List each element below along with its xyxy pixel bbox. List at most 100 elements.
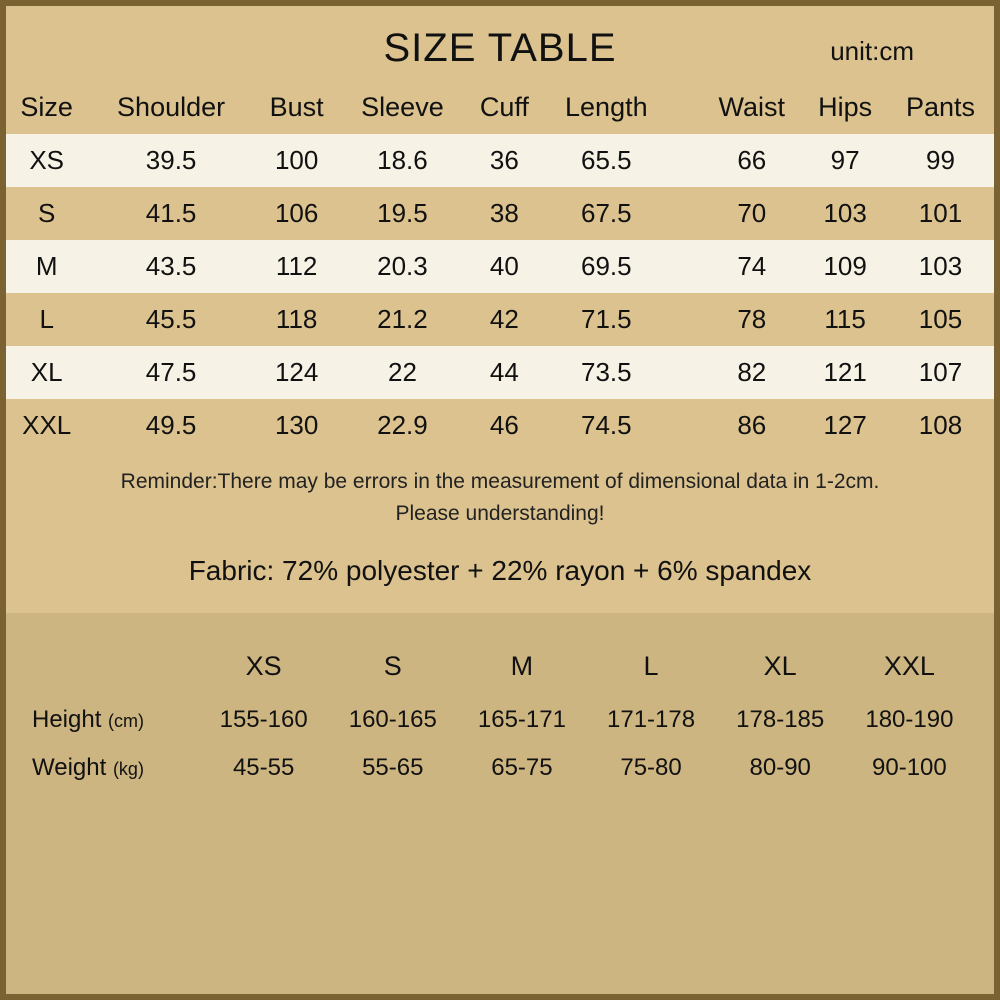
col-cuff: Cuff <box>466 81 542 134</box>
weight-value: 75-80 <box>586 744 715 792</box>
cell: 106 <box>255 187 339 240</box>
col-waist: Waist <box>700 81 803 134</box>
cell-spacer <box>670 346 700 399</box>
col-pants: Pants <box>887 81 994 134</box>
hw-size: L <box>586 641 715 696</box>
cell: 121 <box>803 346 887 399</box>
title-area: SIZE TABLE unit:cm <box>6 6 994 81</box>
cell: 100 <box>255 134 339 187</box>
size-table-header-row: Size Shoulder Bust Sleeve Cuff Length Wa… <box>6 81 994 134</box>
cell: 36 <box>466 134 542 187</box>
height-value: 155-160 <box>199 696 328 744</box>
cell: 97 <box>803 134 887 187</box>
cell-spacer <box>670 399 700 452</box>
table-row: L 45.5 118 21.2 42 71.5 78 115 105 <box>6 293 994 346</box>
cell: 65.5 <box>542 134 670 187</box>
height-value: 160-165 <box>328 696 457 744</box>
cell: 44 <box>466 346 542 399</box>
height-weight-section: XS S M L XL XXL Height (cm) 155-160 160-… <box>6 613 994 994</box>
cell: 49.5 <box>87 399 254 452</box>
cell: 99 <box>887 134 994 187</box>
cell: 124 <box>255 346 339 399</box>
cell-spacer <box>670 240 700 293</box>
cell: 112 <box>255 240 339 293</box>
cell: 47.5 <box>87 346 254 399</box>
weight-value: 55-65 <box>328 744 457 792</box>
col-bust: Bust <box>255 81 339 134</box>
col-hips: Hips <box>803 81 887 134</box>
cell-spacer <box>670 293 700 346</box>
cell: 21.2 <box>339 293 467 346</box>
cell-spacer <box>670 134 700 187</box>
cell: 38 <box>466 187 542 240</box>
cell: 18.6 <box>339 134 467 187</box>
cell: 69.5 <box>542 240 670 293</box>
cell: 71.5 <box>542 293 670 346</box>
table-row: XL 47.5 124 22 44 73.5 82 121 107 <box>6 346 994 399</box>
cell: XS <box>6 134 87 187</box>
height-value: 171-178 <box>586 696 715 744</box>
weight-value: 80-90 <box>716 744 845 792</box>
cell: 46 <box>466 399 542 452</box>
cell-spacer <box>670 187 700 240</box>
size-table: Size Shoulder Bust Sleeve Cuff Length Wa… <box>6 81 994 452</box>
reminder-line-2: Please understanding! <box>396 502 605 525</box>
cell: 40 <box>466 240 542 293</box>
col-size: Size <box>6 81 87 134</box>
cell: 41.5 <box>87 187 254 240</box>
cell: 103 <box>803 187 887 240</box>
hw-size: XXL <box>845 641 974 696</box>
cell: 19.5 <box>339 187 467 240</box>
weight-value: 65-75 <box>457 744 586 792</box>
cell: 43.5 <box>87 240 254 293</box>
cell: 127 <box>803 399 887 452</box>
cell: XXL <box>6 399 87 452</box>
hw-size: XS <box>199 641 328 696</box>
hw-header-row: XS S M L XL XXL <box>26 641 974 696</box>
size-table-body: XS 39.5 100 18.6 36 65.5 66 97 99 S 41.5… <box>6 134 994 452</box>
cell: 74.5 <box>542 399 670 452</box>
table-row: M 43.5 112 20.3 40 69.5 74 109 103 <box>6 240 994 293</box>
cell: 108 <box>887 399 994 452</box>
cell: 101 <box>887 187 994 240</box>
height-value: 165-171 <box>457 696 586 744</box>
height-weight-table: XS S M L XL XXL Height (cm) 155-160 160-… <box>26 641 974 792</box>
hw-size: S <box>328 641 457 696</box>
weight-label: Weight (kg) <box>26 744 199 792</box>
size-chart-container: SIZE TABLE unit:cm Size Shoulder Bust Sl… <box>0 0 1000 1000</box>
height-label: Height (cm) <box>26 696 199 744</box>
cell: 105 <box>887 293 994 346</box>
cell: 86 <box>700 399 803 452</box>
fabric-info: Fabric: 72% polyester + 22% rayon + 6% s… <box>6 537 994 613</box>
cell: 22.9 <box>339 399 467 452</box>
cell: M <box>6 240 87 293</box>
cell: 130 <box>255 399 339 452</box>
height-value: 180-190 <box>845 696 974 744</box>
cell: 107 <box>887 346 994 399</box>
height-value: 178-185 <box>716 696 845 744</box>
weight-value: 45-55 <box>199 744 328 792</box>
col-spacer <box>670 81 700 134</box>
cell: 20.3 <box>339 240 467 293</box>
table-row: XS 39.5 100 18.6 36 65.5 66 97 99 <box>6 134 994 187</box>
hw-height-row: Height (cm) 155-160 160-165 165-171 171-… <box>26 696 974 744</box>
cell: 70 <box>700 187 803 240</box>
cell: 22 <box>339 346 467 399</box>
hw-blank <box>26 641 199 696</box>
cell: 74 <box>700 240 803 293</box>
cell: 73.5 <box>542 346 670 399</box>
cell: 78 <box>700 293 803 346</box>
cell: 118 <box>255 293 339 346</box>
cell: 45.5 <box>87 293 254 346</box>
table-row: S 41.5 106 19.5 38 67.5 70 103 101 <box>6 187 994 240</box>
cell: 103 <box>887 240 994 293</box>
cell: L <box>6 293 87 346</box>
cell: 42 <box>466 293 542 346</box>
reminder-text: Reminder:There may be errors in the meas… <box>6 452 994 537</box>
hw-size: XL <box>716 641 845 696</box>
col-sleeve: Sleeve <box>339 81 467 134</box>
cell: 109 <box>803 240 887 293</box>
cell: 82 <box>700 346 803 399</box>
col-shoulder: Shoulder <box>87 81 254 134</box>
cell: 67.5 <box>542 187 670 240</box>
